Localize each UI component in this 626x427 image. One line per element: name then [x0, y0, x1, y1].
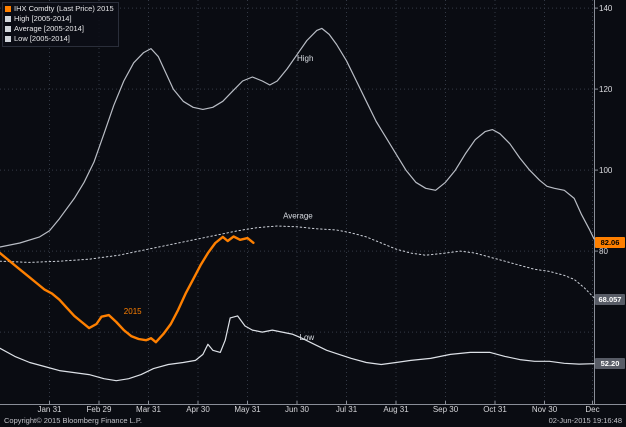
y-tick-label-100: 100 [599, 165, 613, 175]
annotation-high: High [297, 54, 313, 63]
x-tick-label-nov-30: Nov 30 [531, 405, 558, 414]
x-tick-label-jan-31: Jan 31 [37, 405, 62, 414]
legend-label: Average [2005-2014] [14, 24, 84, 33]
x-tick-label-sep-30: Sep 30 [432, 405, 459, 414]
y-tick-label-140: 140 [599, 3, 613, 13]
series-line-low [0, 315, 595, 382]
last-value-badge-low: 52.20 [595, 358, 625, 370]
legend-label: High [2005-2014] [14, 14, 72, 23]
annotation-low: Low [300, 333, 315, 342]
legend-label: Low [2005-2014] [14, 34, 70, 43]
series-line-average [0, 225, 595, 299]
x-tick-label-jul-31: Jul 31 [335, 405, 358, 414]
y-tick-label-120: 120 [599, 84, 613, 94]
x-tick-label-aug-31: Aug 31 [383, 405, 409, 414]
annotation-2015: 2015 [124, 307, 142, 316]
legend-item-high[interactable]: High [2005-2014] [5, 14, 114, 24]
x-tick-label-dec: Dec [585, 405, 600, 414]
annotation-average: Average [283, 212, 313, 221]
legend-item-low[interactable]: Low [2005-2014] [5, 34, 114, 44]
x-tick-label-oct-31: Oct 31 [483, 405, 507, 414]
x-tick-label-apr-30: Apr 30 [186, 405, 210, 414]
price-chart[interactable]: High Average Low 2015 [0, 0, 626, 405]
legend-item-average[interactable]: Average [2005-2014] [5, 24, 114, 34]
y-axis: 140 120 100 80 82.06 68.057 52.20 [594, 0, 626, 405]
x-tick-label-may-31: May 31 [234, 405, 261, 414]
legend-swatch-icon [5, 16, 11, 22]
x-tick-label-jun-30: Jun 30 [284, 405, 310, 414]
timestamp-text: 02-Jun-2015 19:16:48 [548, 416, 622, 425]
series-line-high [0, 27, 595, 248]
series-line-price-2015 [0, 235, 255, 344]
x-tick-label-mar-31: Mar 31 [136, 405, 161, 414]
y-tick-label-80: 80 [599, 246, 608, 256]
status-bar: Copyright© 2015 Bloomberg Finance L.P. 0… [0, 416, 626, 427]
legend-swatch-icon [5, 6, 11, 12]
copyright-text: Copyright© 2015 Bloomberg Finance L.P. [4, 416, 142, 425]
legend-label: IHX Comdty (Last Price) 2015 [14, 4, 114, 13]
legend-swatch-icon [5, 36, 11, 42]
x-tick-label-feb-29: Feb 29 [86, 405, 112, 414]
x-axis: Jan 31 Feb 29 Mar 31 Apr 30 May 31 Jun 30 Jul … [0, 405, 626, 416]
last-value-badge-average: 68.057 [595, 293, 625, 305]
legend-swatch-icon [5, 26, 11, 32]
chart-legend: IHX Comdty (Last Price) 2015 High [2005-2… [2, 2, 119, 47]
legend-item-price-2015[interactable]: IHX Comdty (Last Price) 2015 [5, 4, 114, 14]
last-value-badge-price-2015: 82.06 [595, 237, 625, 249]
